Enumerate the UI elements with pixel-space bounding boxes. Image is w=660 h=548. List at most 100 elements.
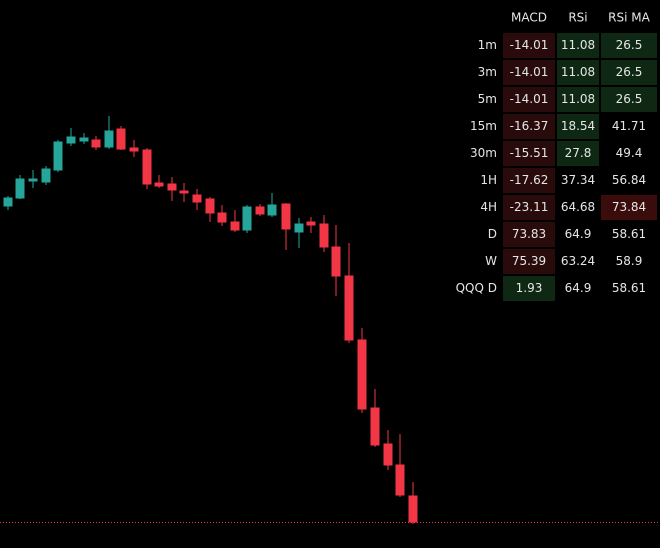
cell-background	[601, 60, 657, 85]
cell-value: 75.39	[512, 254, 546, 268]
body	[104, 130, 114, 148]
body	[154, 182, 164, 187]
cell-background	[503, 33, 555, 58]
candle	[91, 136, 101, 150]
cell-background	[601, 114, 657, 139]
row-label: 30m	[470, 146, 497, 160]
cell-value: 11.08	[561, 38, 595, 52]
body	[205, 198, 215, 214]
column-header: RSi MA	[608, 11, 650, 25]
body	[408, 495, 418, 523]
cell-value: -14.01	[510, 38, 549, 52]
row-label: 15m	[470, 119, 497, 133]
candle	[104, 116, 114, 149]
candle	[53, 140, 63, 172]
candle	[3, 196, 13, 210]
cell-background	[557, 195, 599, 220]
body	[281, 203, 291, 230]
cell-background	[557, 87, 599, 112]
row-label: W	[485, 254, 497, 268]
row-label: 1H	[480, 173, 497, 187]
cell-value: 63.24	[561, 254, 595, 268]
candle	[66, 128, 76, 146]
body	[217, 212, 227, 223]
candle	[344, 243, 354, 343]
cell-value: -14.01	[510, 92, 549, 106]
cell-background	[557, 141, 599, 166]
cell-background	[601, 33, 657, 58]
cell-background	[601, 195, 657, 220]
candle	[28, 170, 38, 188]
body	[192, 194, 202, 203]
cell-background	[557, 276, 599, 301]
cell-value: -15.51	[510, 146, 549, 160]
cell-background	[503, 276, 555, 301]
row-label: QQQ D	[456, 281, 497, 295]
cell-background	[557, 222, 599, 247]
candle	[357, 328, 367, 413]
body	[91, 139, 101, 148]
candle	[217, 205, 227, 226]
body	[53, 141, 63, 171]
cell-value: 56.84	[612, 173, 646, 187]
candle	[306, 217, 316, 233]
candle	[383, 430, 393, 470]
cell-value: -23.11	[510, 200, 549, 214]
candle	[154, 175, 164, 188]
candle	[331, 225, 341, 296]
row-label: 5m	[478, 92, 497, 106]
body	[370, 407, 380, 446]
candle	[41, 166, 51, 185]
candle	[395, 434, 405, 497]
body	[357, 339, 367, 410]
cell-background	[601, 222, 657, 247]
candle	[281, 203, 291, 250]
cell-background	[503, 114, 555, 139]
cell-value: 64.68	[561, 200, 595, 214]
cell-value: 73.84	[612, 200, 646, 214]
cell-background	[503, 168, 555, 193]
candles	[3, 116, 418, 524]
cell-background	[503, 87, 555, 112]
candle	[230, 210, 240, 232]
cell-background	[601, 141, 657, 166]
body	[129, 147, 139, 152]
cell-value: 58.61	[612, 281, 646, 295]
column-header: RSi	[568, 11, 587, 25]
candle	[142, 148, 152, 189]
cell-value: 27.8	[565, 146, 592, 160]
candle	[15, 175, 25, 199]
cell-background	[557, 114, 599, 139]
candle	[205, 197, 215, 222]
body	[331, 246, 341, 277]
cell-value: 11.08	[561, 65, 595, 79]
cell-background	[557, 168, 599, 193]
cell-value: 64.9	[565, 281, 592, 295]
candle	[370, 389, 380, 447]
cell-value: 37.34	[561, 173, 595, 187]
body	[344, 275, 354, 341]
row-label: D	[488, 227, 497, 241]
cell-background	[503, 141, 555, 166]
cell-background	[557, 33, 599, 58]
body	[179, 190, 189, 194]
candle	[167, 177, 177, 201]
row-label: 4H	[480, 200, 497, 214]
candle	[319, 215, 329, 252]
body	[15, 178, 25, 199]
cell-value: 58.9	[616, 254, 643, 268]
cell-background	[557, 249, 599, 274]
body	[294, 223, 304, 233]
body	[395, 464, 405, 496]
candle	[116, 126, 126, 150]
body	[267, 204, 277, 216]
cell-value: 41.71	[612, 119, 646, 133]
indicator-table: MACD RSi RSi MA 1m -14.01 11.08 26.5 3m -14.01 11…	[456, 11, 657, 301]
cell-value: 18.54	[561, 119, 595, 133]
body	[3, 197, 13, 207]
cell-value: 64.9	[565, 227, 592, 241]
body	[319, 223, 329, 248]
cell-background	[503, 222, 555, 247]
